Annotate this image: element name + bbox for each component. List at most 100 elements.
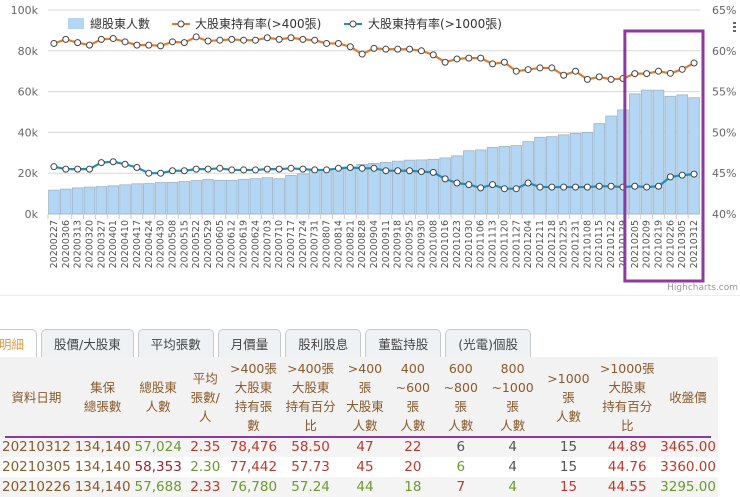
data-point[interactable] xyxy=(50,163,58,171)
legend-item[interactable]: 大股東持有率(>1000張) xyxy=(368,16,502,31)
data-point[interactable] xyxy=(74,165,82,173)
data-point[interactable] xyxy=(358,164,366,172)
tab-6[interactable]: (光電)個股 xyxy=(445,329,532,357)
bar[interactable] xyxy=(226,179,238,215)
bar[interactable] xyxy=(95,186,108,215)
tab-3[interactable]: 月價量 xyxy=(217,329,282,357)
data-point[interactable] xyxy=(690,59,698,67)
data-point[interactable] xyxy=(85,165,93,173)
data-point[interactable] xyxy=(97,35,105,43)
data-point[interactable] xyxy=(168,167,176,175)
data-point[interactable] xyxy=(655,67,663,75)
data-point[interactable] xyxy=(678,171,686,179)
data-point[interactable] xyxy=(489,60,497,68)
bar[interactable] xyxy=(202,179,214,215)
data-point[interactable] xyxy=(216,36,224,44)
data-point[interactable] xyxy=(133,163,141,171)
data-point[interactable] xyxy=(477,184,485,192)
bar[interactable] xyxy=(308,170,321,215)
data-point[interactable] xyxy=(287,164,295,172)
data-point[interactable] xyxy=(678,65,686,73)
data-point[interactable] xyxy=(548,64,556,72)
data-point[interactable] xyxy=(595,182,603,190)
data-point[interactable] xyxy=(228,35,236,43)
data-point[interactable] xyxy=(370,44,378,52)
bar[interactable] xyxy=(261,177,274,215)
table-row[interactable]: 20210312 134,140 57,024 2.35 78,476 58.50 47 22… xyxy=(0,437,718,457)
data-point[interactable] xyxy=(500,58,508,66)
bar[interactable] xyxy=(593,123,605,215)
data-point[interactable] xyxy=(121,38,129,46)
tab-4[interactable]: 股利股息 xyxy=(285,329,362,357)
tab-2[interactable]: 平均張數 xyxy=(137,329,214,357)
data-point[interactable] xyxy=(406,45,414,53)
bar[interactable] xyxy=(664,95,677,215)
data-point[interactable] xyxy=(595,73,603,81)
data-point[interactable] xyxy=(263,165,271,173)
bar[interactable] xyxy=(546,136,558,215)
data-point[interactable] xyxy=(251,36,259,44)
data-point[interactable] xyxy=(382,45,390,53)
bar[interactable] xyxy=(605,115,617,215)
bar[interactable] xyxy=(427,158,440,215)
data-point[interactable] xyxy=(500,185,508,193)
bar[interactable] xyxy=(166,181,179,215)
bar[interactable] xyxy=(119,184,131,215)
data-point[interactable] xyxy=(180,39,188,47)
bar[interactable] xyxy=(48,189,60,215)
bar[interactable] xyxy=(83,186,96,215)
bar[interactable] xyxy=(297,173,309,215)
data-point[interactable] xyxy=(429,168,437,176)
bar[interactable] xyxy=(380,161,392,215)
bar[interactable] xyxy=(368,163,380,215)
bar[interactable] xyxy=(320,169,333,215)
bar[interactable] xyxy=(439,157,451,215)
bar[interactable] xyxy=(332,168,345,215)
data-point[interactable] xyxy=(489,181,497,189)
bar[interactable] xyxy=(415,159,428,215)
data-point[interactable] xyxy=(512,185,520,193)
bar[interactable] xyxy=(344,166,357,215)
bar[interactable] xyxy=(285,175,297,215)
data-point[interactable] xyxy=(607,182,615,190)
data-point[interactable] xyxy=(157,42,165,50)
data-point[interactable] xyxy=(97,159,105,167)
highcharts-credit[interactable]: Highcharts.com xyxy=(667,283,738,293)
bar[interactable] xyxy=(154,182,167,215)
data-point[interactable] xyxy=(631,182,639,190)
data-point[interactable] xyxy=(145,41,153,49)
data-point[interactable] xyxy=(204,165,212,173)
data-point[interactable] xyxy=(417,47,425,55)
legend-item[interactable]: 總股東人數 xyxy=(90,16,150,31)
data-point[interactable] xyxy=(251,166,259,174)
data-point[interactable] xyxy=(453,55,461,63)
tab-5[interactable]: 董監持股 xyxy=(365,329,442,357)
data-point[interactable] xyxy=(192,33,200,41)
data-point[interactable] xyxy=(441,175,449,183)
legend-item[interactable]: 大股東持有率(>400張) xyxy=(195,16,321,31)
data-point[interactable] xyxy=(240,166,248,174)
data-point[interactable] xyxy=(62,35,70,43)
data-point[interactable] xyxy=(133,41,141,49)
data-point[interactable] xyxy=(287,34,295,42)
data-point[interactable] xyxy=(192,165,200,173)
bar[interactable] xyxy=(522,141,534,215)
bar[interactable] xyxy=(71,187,84,215)
chart-menu-icon[interactable] xyxy=(733,22,736,32)
bar[interactable] xyxy=(143,183,155,215)
bar[interactable] xyxy=(510,145,522,215)
data-point[interactable] xyxy=(453,179,461,187)
data-point[interactable] xyxy=(666,69,674,77)
data-point[interactable] xyxy=(465,181,473,189)
bar[interactable] xyxy=(557,134,570,215)
data-point[interactable] xyxy=(406,167,414,175)
table-row[interactable]: 20210226 134,140 57,688 2.33 76,780 57.24 44 18… xyxy=(0,477,718,497)
data-point[interactable] xyxy=(536,183,544,191)
data-point[interactable] xyxy=(441,58,449,66)
data-point[interactable] xyxy=(572,183,580,191)
data-point[interactable] xyxy=(121,160,129,168)
bar[interactable] xyxy=(534,136,546,215)
data-point[interactable] xyxy=(346,163,354,171)
data-point[interactable] xyxy=(240,36,248,44)
bar[interactable] xyxy=(214,179,226,215)
